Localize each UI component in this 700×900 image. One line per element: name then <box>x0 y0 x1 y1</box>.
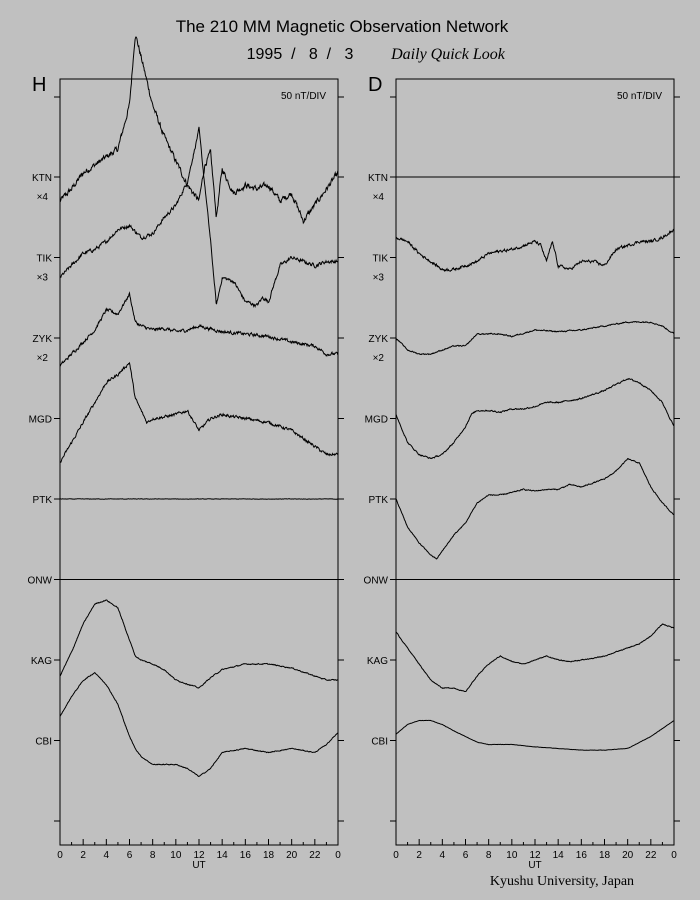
station-multiplier: ×4 <box>37 192 49 203</box>
series-line-kag <box>59 599 339 689</box>
x-tick-label: 4 <box>104 850 110 861</box>
x-tick-label: 0 <box>335 850 341 861</box>
x-tick-label: 2 <box>416 850 422 861</box>
x-tick-label: 14 <box>217 850 229 861</box>
x-tick-label: 16 <box>576 850 588 861</box>
series-line-ktn <box>59 36 339 225</box>
x-tick-label: 12 <box>193 850 205 861</box>
x-tick-label: 0 <box>393 850 399 861</box>
x-tick-label: 4 <box>440 850 446 861</box>
station-label: ZYK <box>33 334 53 345</box>
station-label: PTK <box>369 495 389 506</box>
x-tick-label: 14 <box>553 850 565 861</box>
x-tick-label: 20 <box>286 850 298 861</box>
series-line-ptk <box>395 457 675 560</box>
station-label: ONW <box>364 576 389 587</box>
plot-frame <box>395 78 675 846</box>
chart-date: 1995 / 8 / 3 <box>247 46 354 63</box>
x-tick-label: 6 <box>127 850 133 861</box>
station-label: KAG <box>31 656 52 667</box>
series-line-zyk <box>395 320 675 356</box>
chart-subtitle: Daily Quick Look <box>390 46 506 63</box>
credit-text: Kyushu University, Japan <box>490 874 634 889</box>
station-label: TIK <box>372 254 388 265</box>
x-axis-label: UT <box>192 860 205 871</box>
x-tick-label: 6 <box>463 850 469 861</box>
panel-d: D 50 nT/DIV KTN ×4 TIK ×3 ZYK ×2 MGD PTK ONW KAG CBI… <box>364 74 680 871</box>
series-line-kag <box>395 623 675 692</box>
station-label: KTN <box>32 173 52 184</box>
x-tick-label: 20 <box>622 850 634 861</box>
x-tick-label: 0 <box>57 850 63 861</box>
station-multiplier: ×2 <box>37 353 49 364</box>
x-tick-label: 0 <box>671 850 677 861</box>
station-multiplier: ×2 <box>373 353 385 364</box>
x-tick-label: 22 <box>645 850 657 861</box>
x-tick-label: 8 <box>150 850 156 861</box>
x-axis-label: UT <box>528 860 541 871</box>
x-tick-label: 8 <box>486 850 492 861</box>
station-label: KAG <box>367 656 388 667</box>
scale-label: 50 nT/DIV <box>281 91 326 102</box>
station-label: CBI <box>371 737 388 748</box>
station-multiplier: ×3 <box>373 273 385 284</box>
series-line-mgd <box>59 361 339 463</box>
station-label: KTN <box>368 173 388 184</box>
station-label: PTK <box>33 495 53 506</box>
plot-frame <box>59 78 339 846</box>
panel-h: H 50 nT/DIV KTN ×4 TIK ×3 ZYK ×2 MGD PTK ONW KAG CBI… <box>28 36 344 871</box>
station-label: ZYK <box>369 334 389 345</box>
station-label: MGD <box>29 415 52 426</box>
x-tick-label: 10 <box>506 850 518 861</box>
station-label: CBI <box>35 737 52 748</box>
scale-label: 50 nT/DIV <box>617 91 662 102</box>
x-tick-label: 18 <box>263 850 275 861</box>
panel-letter: H <box>32 74 46 96</box>
x-tick-label: 18 <box>599 850 611 861</box>
x-tick-label: 16 <box>240 850 252 861</box>
station-multiplier: ×4 <box>373 192 385 203</box>
chart-title: The 210 MM Magnetic Observation Network <box>176 17 509 36</box>
series-line-tik <box>395 228 675 273</box>
x-tick-label: 22 <box>309 850 321 861</box>
series-line-cbi <box>395 719 675 751</box>
panels-group: H 50 nT/DIV KTN ×4 TIK ×3 ZYK ×2 MGD PTK ONW KAG CBI… <box>28 36 680 871</box>
series-line-zyk <box>59 291 339 367</box>
x-tick-label: 12 <box>529 850 541 861</box>
series-line-ptk <box>59 498 339 500</box>
series-line-mgd <box>395 377 675 460</box>
station-multiplier: ×3 <box>37 273 49 284</box>
station-label: TIK <box>36 254 52 265</box>
station-label: MGD <box>365 415 388 426</box>
station-label: ONW <box>28 576 53 587</box>
x-tick-label: 10 <box>170 850 182 861</box>
series-line-cbi <box>59 671 339 777</box>
series-line-tik <box>59 126 339 309</box>
panel-letter: D <box>368 74 382 96</box>
x-tick-label: 2 <box>80 850 86 861</box>
